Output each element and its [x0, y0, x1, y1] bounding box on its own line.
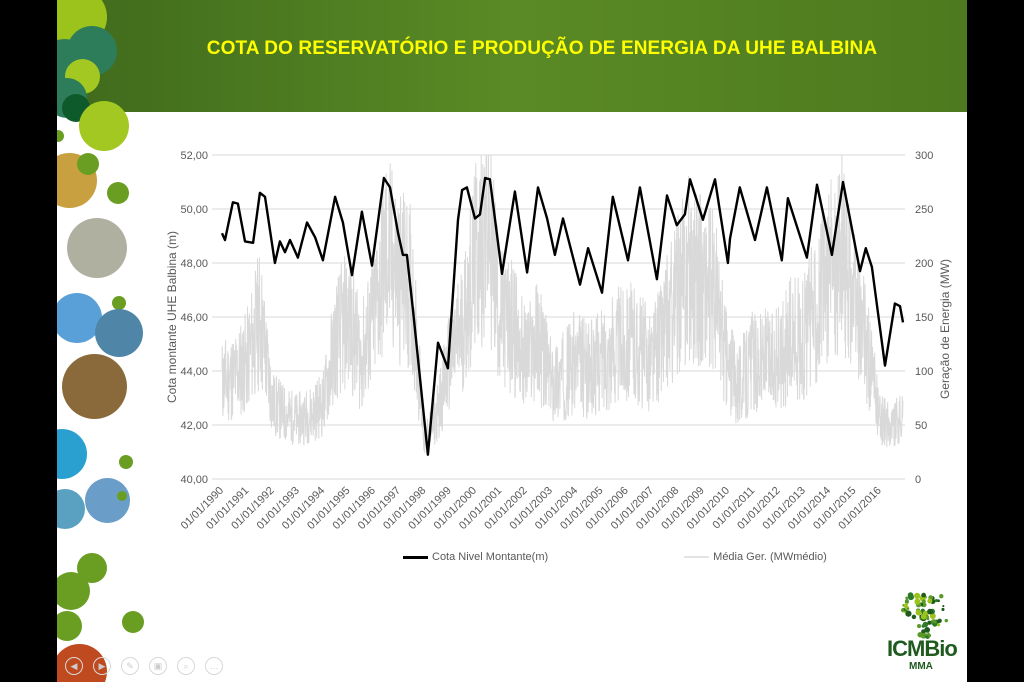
y-axis-title: Cota montante UHE Balbina (m) [165, 231, 179, 403]
logo-dot [944, 618, 949, 623]
decor-circle [119, 455, 133, 469]
logo-dot [934, 598, 939, 603]
logo-dot [927, 632, 930, 635]
logo-dot [936, 623, 941, 627]
logo-dot [922, 621, 929, 628]
y2-tick-label: 250 [915, 204, 933, 216]
y-tick-label: 46,00 [180, 312, 208, 324]
logo-dot [927, 598, 933, 604]
logo-dot [911, 614, 917, 620]
logo-dot [905, 599, 909, 603]
decor-circle [112, 296, 126, 311]
logo-dot [927, 633, 932, 638]
decor-circle [95, 309, 143, 358]
y-tick-label: 40,00 [180, 474, 208, 486]
decor-circle [107, 182, 129, 204]
slide: COTA DO RESERVATÓRIO E PRODUÇÃO DE ENERG… [57, 0, 967, 682]
title-bar: COTA DO RESERVATÓRIO E PRODUÇÃO DE ENERG… [57, 0, 967, 112]
logo-dot [937, 618, 942, 623]
logo-dot [921, 629, 926, 634]
decor-circle [122, 611, 144, 633]
logo-dot [927, 620, 932, 625]
logo-dot [906, 607, 910, 611]
decor-circle [57, 292, 102, 343]
decor-circle [67, 218, 127, 279]
y-tick-label: 52,00 [180, 150, 208, 162]
y-tick-label: 42,00 [180, 420, 208, 432]
series-line-level [220, 176, 905, 456]
series-line-generation [221, 154, 904, 454]
pen-icon[interactable]: ✎ [121, 657, 139, 675]
next-icon[interactable]: ▶ [93, 657, 111, 675]
y2-tick-label: 300 [915, 150, 933, 162]
logo-dot [905, 610, 912, 617]
legend-label-level: Cota Nivel Montante(m) [432, 551, 549, 563]
decor-circle [117, 491, 127, 502]
logo-dot [905, 596, 909, 600]
y2-axis-title: Geração de Energia (MW) [938, 259, 952, 399]
logo-dot [941, 607, 945, 612]
logo-text: ICMBio [887, 636, 958, 661]
slides-icon[interactable]: ▣ [149, 657, 167, 675]
logo-dot [915, 609, 922, 616]
logo-dot [929, 612, 936, 619]
more-icon[interactable]: … [205, 657, 223, 675]
logo-dot [937, 599, 940, 603]
y2-tick-label: 200 [915, 258, 933, 270]
y-tick-label: 50,00 [180, 204, 208, 216]
prev-icon[interactable]: ◀ [65, 657, 83, 675]
logo-dot [917, 624, 922, 629]
brazil-map-dots-icon [901, 592, 949, 639]
decor-circle [79, 101, 129, 152]
logo-dot [907, 592, 914, 598]
logo-dot [917, 631, 923, 638]
y2-tick-label: 50 [915, 420, 927, 432]
logo-subtext: MMA [909, 661, 933, 672]
logo-dot [925, 633, 928, 636]
slide-title: COTA DO RESERVATÓRIO E PRODUÇÃO DE ENERG… [206, 38, 878, 59]
logo-dot [921, 592, 926, 598]
logo-dot [933, 620, 937, 624]
legend-swatch-generation [684, 556, 710, 558]
chart-legend: Cota Nivel Montante(m) Média Ger. (MWméd… [403, 551, 827, 563]
logo-dot [924, 627, 931, 633]
logo-dot [914, 592, 921, 600]
logo-dot [942, 605, 945, 608]
chart: 40,00 0 42,00 50 44,00 100 46,00 150 48,00 200 50,… [165, 150, 952, 532]
legend-label-generation: Média Ger. (MWmédio) [713, 551, 827, 563]
logo-dot [939, 594, 944, 599]
legend-swatch-level [403, 555, 428, 559]
y2-tick-label: 100 [915, 366, 933, 378]
y2-tick-label: 0 [915, 474, 921, 486]
y2-tick-label: 150 [915, 312, 933, 324]
decor-circle [62, 353, 127, 419]
legend-item-level: Cota Nivel Montante(m) [403, 551, 548, 563]
legend-item-generation: Média Ger. (MWmédio) [684, 551, 827, 563]
logo-dot [921, 602, 927, 608]
presentation-toolbar: ◀ ▶ ✎ ▣ ⌕ … [65, 657, 223, 675]
decor-circle [57, 611, 82, 641]
logo-dot [920, 613, 927, 620]
decor-circle [77, 153, 99, 176]
decor-circle [57, 572, 90, 610]
logo-dot [903, 603, 908, 608]
zoom-icon[interactable]: ⌕ [177, 657, 195, 675]
logo-dot [914, 598, 921, 605]
y-tick-label: 48,00 [180, 258, 208, 270]
icmbio-logo: ICMBio MMA [883, 590, 967, 676]
logo-dot [927, 608, 933, 615]
decor-circle [57, 130, 64, 142]
y-tick-label: 44,00 [180, 366, 208, 378]
logo-dot [921, 599, 926, 604]
